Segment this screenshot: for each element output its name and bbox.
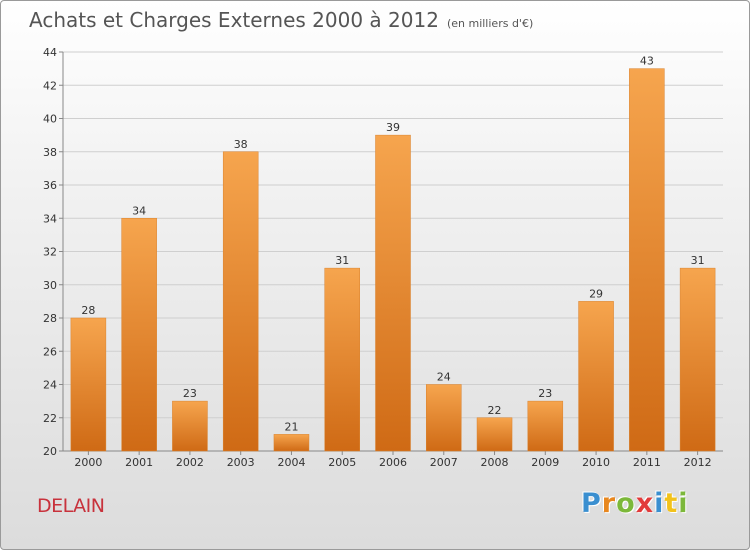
x-tick-label: 2010: [582, 456, 610, 469]
x-tick-label: 2008: [481, 456, 509, 469]
bar: [121, 218, 157, 452]
bar: [629, 68, 665, 452]
logo-letter: i: [678, 488, 689, 519]
y-tick-label: 34: [43, 212, 57, 225]
bar: [172, 400, 208, 452]
data-label: 29: [589, 287, 603, 300]
x-tick-label: 2011: [633, 456, 661, 469]
logo-letter: r: [601, 488, 617, 519]
x-tick-label: 2012: [684, 456, 712, 469]
y-tick-label: 36: [43, 179, 57, 192]
commune-name: DELAIN: [37, 495, 105, 517]
y-tick-label: 38: [43, 146, 57, 159]
y-tick-label: 44: [43, 46, 57, 59]
bar: [273, 434, 310, 452]
logo-letter: i: [654, 488, 665, 519]
chart-title: Achats et Charges Externes 2000 à 2012 (e…: [29, 8, 533, 32]
data-label: 31: [335, 254, 349, 267]
bars: [70, 68, 716, 452]
labels: 20 22 24 26 28 30 32 34 36 38 40 42 44 28 2000 34 2001 23…: [43, 46, 712, 469]
data-label: 34: [132, 204, 146, 217]
x-tick-label: 2000: [74, 456, 102, 469]
x-tick-label: 2003: [227, 456, 255, 469]
data-label: 22: [488, 404, 502, 417]
x-tick-label: 2002: [176, 456, 204, 469]
bar: [527, 400, 564, 452]
data-label: 23: [538, 387, 552, 400]
data-label: 24: [437, 371, 451, 384]
bar: [426, 384, 462, 452]
x-tick-label: 2005: [328, 456, 356, 469]
logo-letter: P: [581, 488, 602, 519]
logo-letter: o: [616, 488, 636, 519]
y-tick-label: 22: [43, 412, 57, 425]
chart-title-text: Achats et Charges Externes 2000 à 2012: [29, 8, 439, 32]
y-tick-label: 42: [43, 79, 57, 92]
logo-letter: t: [664, 488, 679, 519]
y-tick-label: 24: [43, 379, 57, 392]
data-label: 39: [386, 121, 400, 134]
logo-letter: x: [635, 488, 655, 519]
data-label: 38: [234, 138, 248, 151]
bar: [578, 301, 614, 452]
data-label: 31: [691, 254, 705, 267]
chart-unit: (en milliers d'€): [446, 17, 534, 30]
data-label: 21: [284, 420, 298, 433]
y-tick-label: 30: [43, 279, 57, 292]
bar: [70, 317, 107, 452]
x-tick-label: 2007: [430, 456, 458, 469]
x-tick-label: 2006: [379, 456, 407, 469]
y-tick-label: 32: [43, 246, 57, 259]
bar: [679, 267, 716, 452]
bar: [375, 134, 411, 452]
y-tick-label: 28: [43, 312, 57, 325]
y-tick-label: 26: [43, 345, 57, 358]
data-label: 28: [81, 304, 95, 317]
x-tick-label: 2009: [531, 456, 559, 469]
x-tick-label: 2004: [277, 456, 305, 469]
proxiti-logo[interactable]: Proxiti: [581, 488, 689, 519]
y-tick-label: 40: [43, 113, 57, 126]
x-tick-label: 2001: [125, 456, 153, 469]
bar: [222, 151, 259, 452]
data-label: 23: [183, 387, 197, 400]
bar: [324, 267, 360, 452]
y-tick-label: 20: [43, 445, 57, 458]
bar: [476, 417, 513, 452]
data-label: 43: [640, 55, 654, 68]
